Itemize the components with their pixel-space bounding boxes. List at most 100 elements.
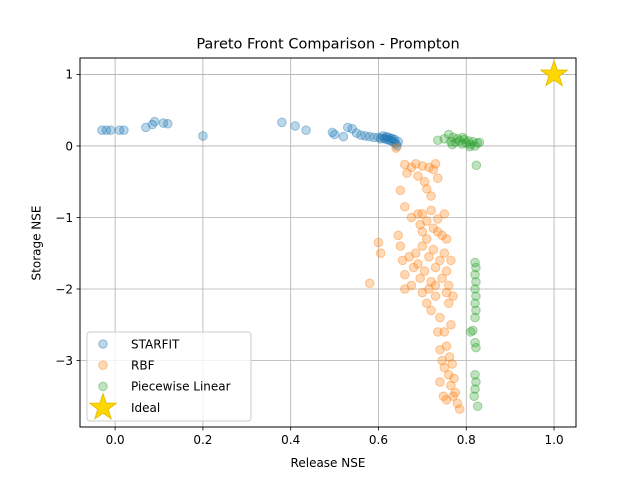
data-point xyxy=(426,191,436,201)
data-point xyxy=(417,161,428,171)
data-point xyxy=(432,214,443,224)
data-point xyxy=(375,134,386,144)
data-point xyxy=(432,226,443,237)
data-point xyxy=(470,384,480,394)
data-point xyxy=(424,284,434,294)
data-point xyxy=(385,133,396,143)
data-point xyxy=(452,134,463,144)
data-point xyxy=(437,355,447,366)
data-point xyxy=(454,404,465,414)
data-point xyxy=(406,212,417,223)
data-point xyxy=(441,395,452,405)
data-point xyxy=(441,341,452,351)
data-point xyxy=(277,117,287,128)
data-point xyxy=(448,291,458,301)
data-point xyxy=(426,305,436,316)
data-point xyxy=(373,237,384,248)
data-point xyxy=(426,205,436,216)
data-point xyxy=(413,171,423,181)
data-point xyxy=(419,176,430,187)
data-point xyxy=(386,136,397,146)
data-point xyxy=(393,230,404,241)
data-point xyxy=(421,184,432,194)
data-point xyxy=(400,159,410,170)
data-point xyxy=(470,269,480,280)
data-point xyxy=(402,168,412,178)
data-point xyxy=(395,241,406,251)
data-point xyxy=(391,143,401,153)
data-point xyxy=(417,241,428,251)
x-tick-label: 0.2 xyxy=(193,433,212,447)
data-point xyxy=(471,262,481,273)
data-point xyxy=(471,277,481,287)
legend-box xyxy=(86,331,252,422)
data-point xyxy=(439,134,450,144)
legend-marker xyxy=(98,360,108,371)
grid-lines xyxy=(80,58,576,427)
data-point xyxy=(421,216,432,226)
data-point xyxy=(470,298,480,309)
data-point xyxy=(421,298,432,309)
data-point xyxy=(450,387,461,398)
data-point xyxy=(424,162,434,173)
y-axis-label: Storage NSE xyxy=(30,206,44,281)
axes-frame xyxy=(79,57,577,428)
data-point xyxy=(432,173,443,183)
data-point xyxy=(446,319,456,330)
data-point xyxy=(447,139,458,150)
data-point xyxy=(471,305,481,316)
data-point xyxy=(430,159,441,169)
data-point xyxy=(162,118,173,129)
data-point xyxy=(415,273,425,284)
y-tick-label: −3 xyxy=(55,354,73,368)
data-point xyxy=(468,136,478,147)
data-point xyxy=(419,266,430,276)
data-point xyxy=(443,129,454,140)
data-point xyxy=(149,116,160,127)
data-point xyxy=(470,284,480,294)
data-point xyxy=(443,280,454,291)
axis-ticks: 0.0 0.2 0.4 0.6 0.8 1.0 1 0 −1 −2 −3 xyxy=(55,68,563,447)
data-point xyxy=(441,287,452,298)
data-point xyxy=(397,255,408,266)
data-point xyxy=(470,337,480,348)
data-point xyxy=(439,362,450,373)
legend-label: RBF xyxy=(131,359,155,373)
data-point xyxy=(465,139,476,150)
data-point xyxy=(351,128,362,138)
series-rbf xyxy=(364,143,465,414)
data-point xyxy=(417,287,428,298)
data-point xyxy=(380,134,390,144)
data-point xyxy=(105,125,116,136)
data-point xyxy=(424,252,434,262)
data-point xyxy=(428,164,439,175)
chart-title: Pareto Front Comparison - Prompton xyxy=(196,37,459,53)
data-point xyxy=(435,377,445,387)
data-point xyxy=(457,139,467,149)
data-point xyxy=(474,137,485,148)
data-point xyxy=(443,298,454,309)
legend-marker xyxy=(88,392,118,420)
data-point-star xyxy=(539,59,569,87)
data-point xyxy=(437,273,447,284)
data-point xyxy=(364,278,375,289)
data-point xyxy=(470,141,480,151)
data-point xyxy=(382,134,393,145)
data-point xyxy=(413,209,423,219)
data-point xyxy=(457,132,468,143)
data-point xyxy=(443,369,454,380)
data-point xyxy=(101,125,112,136)
data-point xyxy=(158,118,169,128)
data-point xyxy=(198,131,208,141)
data-point xyxy=(415,219,425,230)
data-point xyxy=(417,209,428,219)
data-point xyxy=(470,312,480,323)
data-point xyxy=(430,280,441,291)
data-point xyxy=(290,121,300,131)
x-axis-label: Release NSE xyxy=(291,456,366,470)
data-point xyxy=(395,185,406,196)
y-tick-label: −1 xyxy=(55,211,73,225)
legend-label: Ideal xyxy=(131,401,160,415)
data-point xyxy=(446,136,456,147)
data-point xyxy=(404,252,415,262)
